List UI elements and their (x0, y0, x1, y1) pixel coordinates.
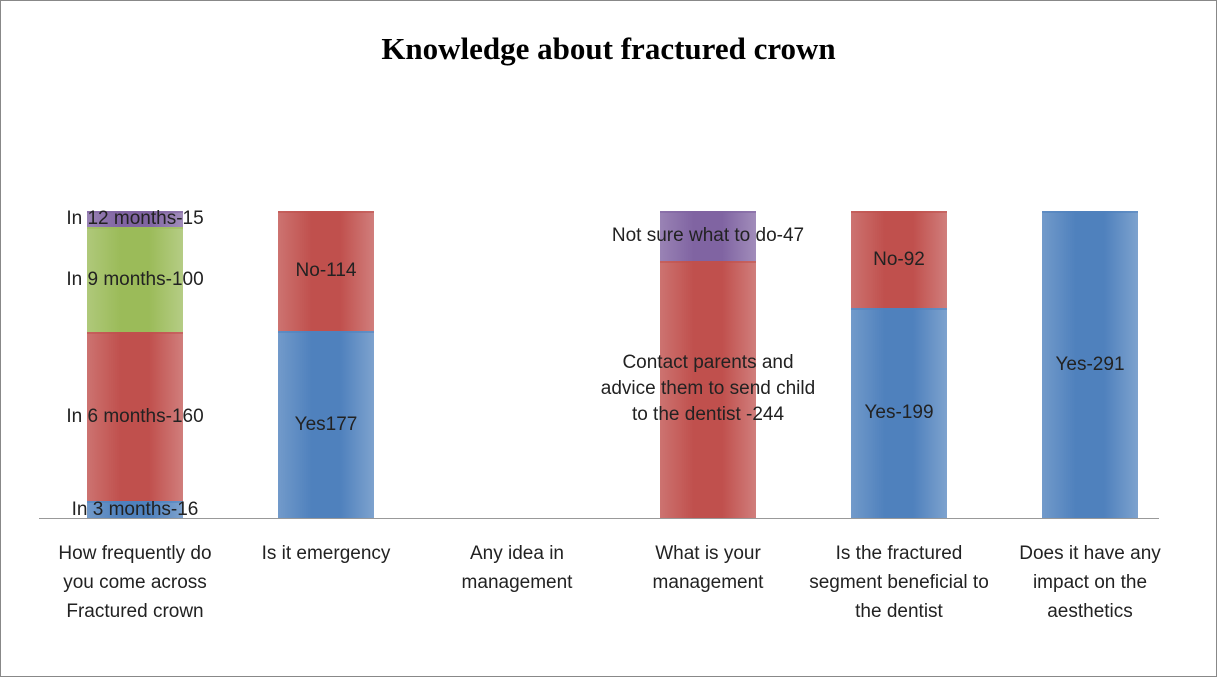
bar-segment (87, 332, 183, 502)
x-tick-label: Does it have any impact on the aesthetic… (1019, 543, 1161, 622)
bar-segment (660, 211, 756, 261)
data-label: In 12 months-15 (66, 207, 204, 229)
data-label: Yes177 (294, 413, 358, 435)
bar-segment (1042, 211, 1138, 518)
x-tick-label: How frequently do you come across Fractu… (58, 543, 212, 622)
bar-segment (660, 260, 756, 518)
data-label: In 6 months-160 (66, 405, 204, 427)
bar-segment (278, 211, 374, 332)
bar-segment (87, 226, 183, 333)
data-label: Yes-291 (1055, 353, 1125, 375)
bar-segment (278, 331, 374, 518)
chart-title: Knowledge about fractured crown (381, 31, 836, 66)
data-label: Not sure what to do-47 (611, 224, 805, 246)
x-tick-label: Is the fractured segment beneficial to t… (809, 543, 989, 622)
data-label: No-114 (295, 260, 357, 282)
bar-segment (87, 211, 183, 227)
data-label: No-92 (873, 248, 925, 270)
bar-segment (87, 501, 183, 518)
x-tick-label: Any idea in management (461, 543, 573, 593)
data-label: In 9 months-100 (66, 268, 204, 290)
bar-segment (851, 211, 947, 309)
data-label: Contact parents and advice them to send … (600, 352, 816, 426)
data-label: Yes-199 (864, 402, 934, 424)
bar-segment (851, 308, 947, 518)
x-tick-label: What is your management (652, 543, 764, 593)
data-label: In 3 months-16 (71, 498, 199, 520)
x-axis (39, 518, 1159, 519)
x-tick-label: Is it emergency (261, 543, 391, 564)
